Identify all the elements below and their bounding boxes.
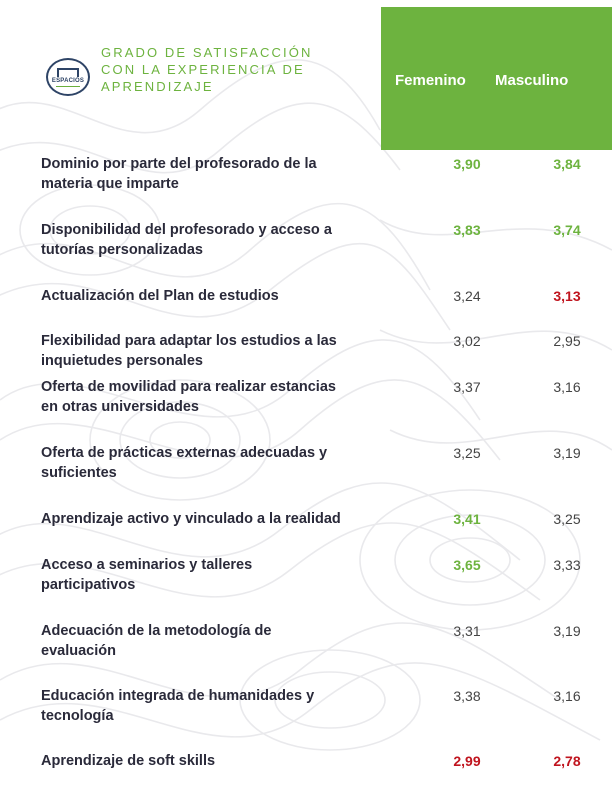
row-label: Aprendizaje activo y vinculado a la real… [41, 509, 371, 529]
row-label-line: Disponibilidad del profesorado y acceso … [41, 222, 332, 238]
value-femenino: 3,83 [453, 222, 481, 238]
title-line-3: APRENDIZAJE [101, 79, 214, 94]
row-label-line: Aprendizaje de soft skills [41, 753, 216, 769]
value-masculino: 3,25 [553, 511, 581, 527]
value-masculino: 3,19 [553, 445, 581, 461]
row-label-line: Adecuación de la metodología de [41, 623, 272, 639]
row-label-line: materia que imparte [41, 176, 179, 192]
row-label-line: Educación integrada de humanidades y [41, 688, 315, 704]
logo-underline [56, 85, 80, 87]
row-label-line: en otras universidades [41, 399, 199, 415]
value-femenino: 3,38 [453, 688, 481, 704]
logo-roof-shape [57, 67, 79, 77]
value-femenino: 3,02 [453, 333, 481, 349]
row-label-line: tutorías personalizadas [41, 242, 203, 258]
row-label: Educación integrada de humanidades y tecn… [41, 686, 371, 726]
row-label: Adecuación de la metodología de evaluació… [41, 621, 371, 661]
row-label: Actualización del Plan de estudios [41, 286, 371, 306]
row-label-line: Oferta de movilidad para realizar estanc… [41, 379, 336, 395]
value-masculino: 3,13 [553, 288, 581, 304]
row-label-line: participativos [41, 577, 136, 593]
value-femenino: 3,41 [453, 511, 481, 527]
value-femenino: 3,31 [453, 623, 481, 639]
row-label-line: suficientes [41, 465, 117, 481]
row-label: Acceso a seminarios y talleres participat… [41, 555, 371, 595]
column-header-femenino: Femenino [395, 72, 466, 89]
title-line-1: GRADO DE SATISFACCIÓN [101, 45, 313, 60]
row-label: Oferta de movilidad para realizar estanc… [41, 377, 371, 417]
value-masculino: 3,33 [553, 557, 581, 573]
value-femenino: 3,37 [453, 379, 481, 395]
row-label: Disponibilidad del profesorado y acceso … [41, 220, 371, 260]
espacios-logo-icon: ESPACIOS [46, 58, 90, 96]
value-masculino: 2,95 [553, 333, 581, 349]
row-label-line: Acceso a seminarios y talleres [41, 557, 253, 573]
title-line-2: CON LA EXPERIENCIA DE [101, 62, 305, 77]
row-label-line: Dominio por parte del profesorado de la [41, 156, 317, 172]
column-header-background [381, 7, 612, 150]
value-femenino: 2,99 [453, 753, 481, 769]
value-masculino: 2,78 [553, 753, 581, 769]
value-masculino: 3,16 [553, 379, 581, 395]
value-masculino: 3,16 [553, 688, 581, 704]
column-header-masculino: Masculino [495, 72, 569, 89]
row-label-line: inquietudes personales [41, 353, 203, 369]
row-label: Aprendizaje de soft skills [41, 751, 371, 771]
row-label-line: Aprendizaje activo y vinculado a la real… [41, 511, 341, 527]
row-label-line: tecnología [41, 708, 114, 724]
row-label: Dominio por parte del profesorado de la m… [41, 154, 371, 194]
row-label-line: evaluación [41, 643, 116, 659]
row-label: Flexibilidad para adaptar los estudios a… [41, 331, 371, 371]
row-label-line: Oferta de prácticas externas adecuadas y [41, 445, 328, 461]
value-femenino: 3,25 [453, 445, 481, 461]
value-femenino: 3,65 [453, 557, 481, 573]
row-label: Oferta de prácticas externas adecuadas y… [41, 443, 371, 483]
page-title: GRADO DE SATISFACCIÓN CON LA EXPERIENCIA… [101, 44, 351, 95]
value-masculino: 3,74 [553, 222, 581, 238]
value-femenino: 3,90 [453, 156, 481, 172]
row-label-line: Flexibilidad para adaptar los estudios a… [41, 333, 337, 349]
logo-text: ESPACIOS [51, 77, 85, 84]
value-femenino: 3,24 [453, 288, 481, 304]
value-masculino: 3,84 [553, 156, 581, 172]
row-label-line: Actualización del Plan de estudios [41, 288, 279, 304]
value-masculino: 3,19 [553, 623, 581, 639]
